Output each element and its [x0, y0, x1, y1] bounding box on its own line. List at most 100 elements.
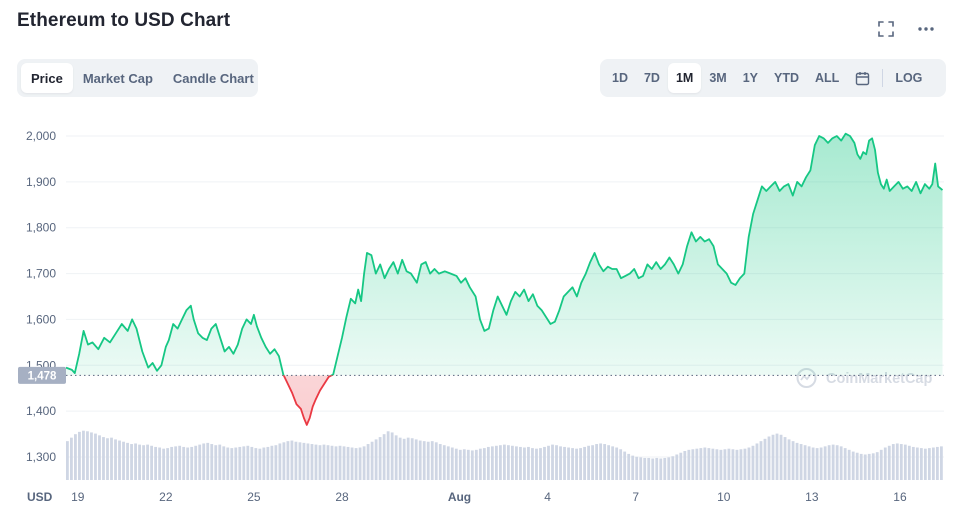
volume-bar: [859, 453, 863, 480]
volume-bar: [715, 449, 719, 480]
volume-bar: [503, 444, 506, 480]
volume-bar: [490, 446, 494, 480]
volume-bar: [342, 446, 346, 480]
volume-bar: [679, 452, 683, 480]
volume-bar: [238, 446, 242, 480]
volume-bar: [523, 447, 526, 480]
volume-bar: [691, 449, 695, 480]
volume-bar: [651, 458, 655, 480]
page-title: Ethereum to USD Chart: [17, 10, 231, 31]
volume-bar: [414, 439, 418, 480]
volume-bar: [891, 444, 895, 480]
volume-bar: [599, 443, 603, 480]
volume-bar: [274, 445, 278, 480]
volume-bar: [931, 447, 935, 480]
price-area-below: [283, 375, 332, 425]
volume-bar: [426, 441, 430, 480]
volume-bar: [535, 448, 538, 480]
volume-bar: [699, 448, 703, 480]
volume-bar: [723, 449, 727, 480]
volume-bar: [126, 442, 129, 480]
volume-bar: [118, 440, 121, 480]
volume-bar: [234, 447, 238, 480]
volume-bar: [767, 436, 771, 480]
volume-bar: [807, 446, 811, 480]
volume-bar: [775, 433, 779, 480]
volume-bar: [663, 457, 667, 480]
volume-bar: [154, 446, 158, 480]
volume-bar: [567, 447, 570, 480]
volume-bar: [555, 445, 558, 480]
volume-bar: [607, 445, 611, 480]
volume-bar: [623, 451, 627, 480]
volume-bar: [843, 448, 847, 480]
volume-bar: [683, 451, 687, 480]
chart-type-tabs: Price Market Cap Candle Chart: [17, 59, 258, 97]
volume-bar: [378, 437, 382, 480]
volume-bar: [194, 445, 198, 480]
volume-bar: [903, 444, 907, 480]
volume-bar: [410, 438, 414, 480]
volume-bar: [98, 435, 101, 480]
volume-bar: [655, 457, 659, 480]
volume-bar: [430, 441, 434, 480]
x-tick-label: 4: [544, 490, 551, 504]
range-all-button[interactable]: ALL: [815, 71, 840, 85]
volume-bar: [90, 432, 93, 480]
volume-bar: [218, 444, 222, 480]
volume-bar: [130, 444, 133, 480]
fullscreen-expand-icon[interactable]: [875, 18, 897, 40]
volume-bar: [182, 446, 186, 480]
price-line-above: [65, 132, 944, 376]
x-axis-labels: 19 22 25 28 Aug 4 7 10 13 16: [71, 490, 907, 504]
log-scale-toggle[interactable]: LOG: [895, 71, 923, 85]
volume-bar: [186, 447, 190, 480]
volume-bar: [883, 447, 887, 480]
range-1y-button[interactable]: 1Y: [742, 71, 759, 85]
volume-bar: [338, 445, 342, 480]
volume-bar: [482, 448, 486, 480]
range-1d-button[interactable]: 1D: [612, 71, 628, 85]
volume-bar: [731, 449, 735, 480]
volume-bar: [879, 449, 883, 480]
range-3m-button[interactable]: 3M: [709, 71, 727, 85]
volume-bar: [314, 444, 318, 480]
calendar-icon[interactable]: [847, 63, 878, 93]
volume-bar: [511, 445, 514, 480]
volume-bar: [895, 443, 899, 480]
reference-price-label: 1,478: [28, 370, 57, 382]
volume-bar: [306, 443, 310, 480]
volume-bar: [142, 445, 145, 480]
volume-bar: [366, 444, 370, 480]
volume-bar: [779, 434, 783, 480]
volume-bar: [687, 449, 691, 480]
volume-bar: [771, 434, 775, 480]
x-tick-label: 13: [805, 490, 819, 504]
tab-candle-chart[interactable]: Candle Chart: [172, 70, 254, 86]
volume-bar: [362, 446, 366, 480]
volume-bar: [162, 448, 166, 480]
volume-bar: [627, 453, 631, 480]
tab-market-cap[interactable]: Market Cap: [82, 70, 153, 86]
volume-bar: [527, 446, 530, 480]
volume-bar: [735, 449, 739, 480]
more-options-icon[interactable]: [915, 18, 937, 40]
y-tick-label: 1,800: [26, 221, 56, 235]
volume-bar: [839, 446, 843, 480]
volume-bar: [855, 452, 859, 480]
volume-bar: [899, 444, 903, 480]
volume-bar: [827, 445, 831, 480]
range-7d-button[interactable]: 7D: [643, 71, 660, 85]
range-1m-button[interactable]: 1M: [667, 63, 702, 93]
tab-price[interactable]: Price: [21, 63, 73, 93]
volume-bar: [871, 453, 875, 480]
range-ytd-button[interactable]: YTD: [774, 71, 800, 85]
volume-bar: [591, 445, 595, 480]
volume-bar: [747, 447, 751, 480]
volume-bar: [386, 431, 390, 480]
volume-bars: [66, 430, 943, 480]
volume-bar: [402, 438, 406, 480]
volume-bar: [923, 448, 927, 480]
volume-bar: [547, 445, 550, 480]
